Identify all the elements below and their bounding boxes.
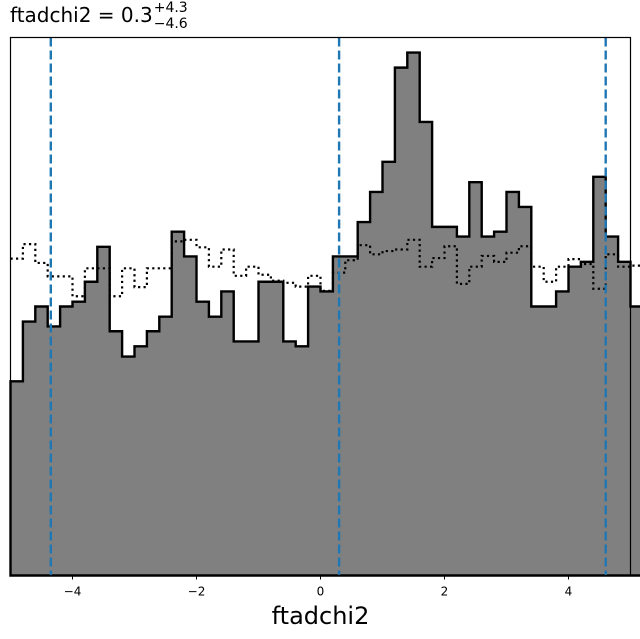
x-tick-label: 2 [441,585,449,599]
chart-title-upper-error: +4.3 [154,0,188,16]
x-tick-label: 0 [317,585,325,599]
plot-area [9,37,640,577]
x-tick-label: −4 [64,585,82,599]
histogram-dotted-series [10,238,640,298]
x-tick-label: −2 [188,585,206,599]
histogram-filled-series [9,51,640,577]
x-axis-ticks: −4 −2 0 2 4 [64,575,573,599]
x-tick-label: 4 [565,585,573,599]
chart-title-lower-error: −4.6 [154,16,188,32]
plot-frame [9,36,632,577]
chart-title: ftadchi2 = 0.3 [10,3,153,27]
chart-title-main: ftadchi2 = 0.3 [10,3,153,27]
x-axis-label: ftadchi2 [272,602,370,630]
